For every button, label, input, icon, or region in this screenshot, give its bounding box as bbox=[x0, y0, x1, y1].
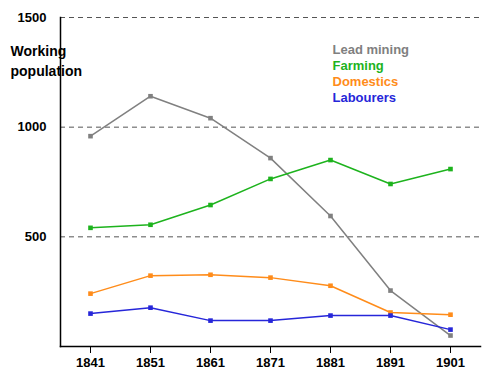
svg-text:1851: 1851 bbox=[136, 355, 165, 370]
svg-text:1871: 1871 bbox=[256, 355, 285, 370]
svg-text:Workingpopulation: Workingpopulation bbox=[11, 43, 83, 79]
svg-text:1881: 1881 bbox=[316, 355, 345, 370]
svg-text:1841: 1841 bbox=[76, 355, 105, 370]
svg-text:Domestics: Domestics bbox=[333, 74, 399, 89]
svg-text:1901: 1901 bbox=[436, 355, 465, 370]
svg-text:500: 500 bbox=[25, 229, 47, 244]
svg-text:1891: 1891 bbox=[376, 355, 405, 370]
svg-text:1861: 1861 bbox=[196, 355, 225, 370]
svg-text:1500: 1500 bbox=[18, 10, 47, 25]
svg-text:1000: 1000 bbox=[18, 119, 47, 134]
svg-text:Farming: Farming bbox=[333, 58, 384, 73]
svg-text:Lead mining: Lead mining bbox=[333, 42, 410, 57]
svg-text:Labourers: Labourers bbox=[333, 90, 397, 105]
